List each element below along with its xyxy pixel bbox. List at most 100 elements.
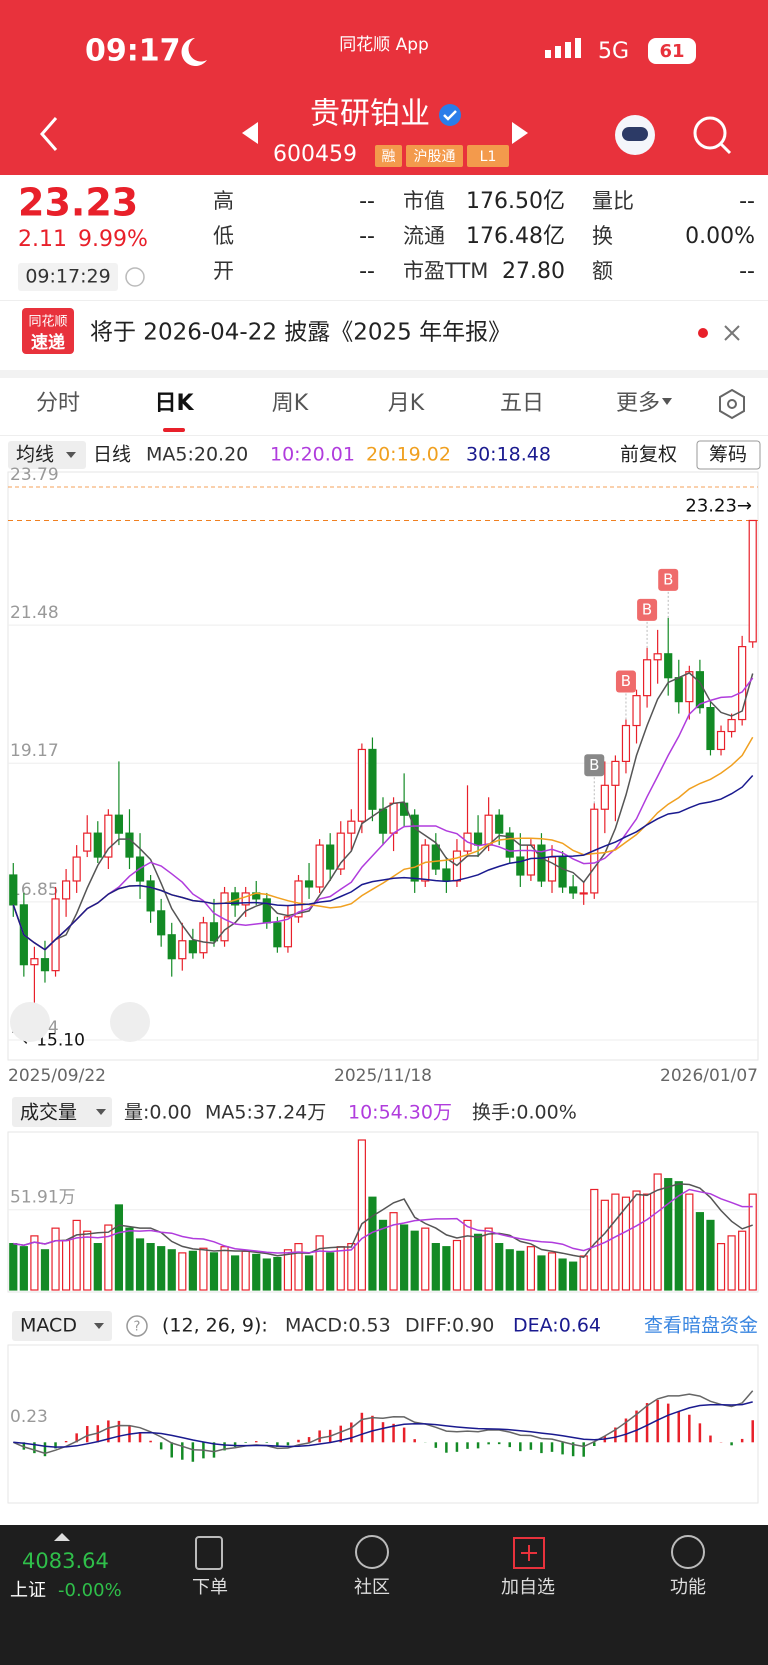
stat-label: 流通 — [403, 224, 445, 248]
candle-body — [125, 832, 134, 858]
candle-body — [431, 844, 440, 870]
volume-bar — [304, 1255, 314, 1291]
ma-line — [12, 774, 754, 951]
candle-body — [40, 958, 50, 972]
candle-body — [685, 671, 694, 703]
volume-bar — [357, 1139, 366, 1291]
signal-box — [584, 754, 605, 777]
tab[interactable]: 日K — [154, 391, 194, 416]
notice-badge-bottom: 速递 — [31, 332, 65, 353]
adjust-label[interactable]: 前复权 — [620, 444, 677, 466]
volume-bar — [579, 1255, 588, 1291]
macd-line — [13, 1401, 753, 1448]
prev-stock[interactable] — [242, 122, 258, 144]
candle-body — [326, 844, 335, 870]
ma-selector[interactable] — [8, 441, 86, 469]
macd-params: (12, 26, 9): — [162, 1315, 268, 1337]
notice-text[interactable]: 将于 2026-04-22 披露《2025 年年报》 — [90, 320, 511, 346]
volume-bar — [199, 1247, 208, 1291]
candle-body — [199, 922, 208, 954]
settings-icon[interactable] — [719, 388, 745, 420]
volume-bar — [642, 1193, 652, 1291]
candle-body — [304, 880, 314, 888]
volume-bar — [104, 1224, 113, 1291]
candle-body — [738, 646, 747, 721]
search-icon[interactable] — [693, 116, 727, 150]
volume-bar — [252, 1253, 261, 1291]
volume-bar — [30, 1235, 39, 1291]
vol-selector[interactable] — [12, 1097, 112, 1127]
time-box — [18, 263, 118, 291]
tab[interactable]: 周K — [272, 391, 309, 416]
quote-time: 09:17:29 — [25, 266, 110, 288]
index-name: 上证 — [10, 1580, 46, 1601]
signal-icon — [545, 38, 581, 58]
ma-line — [12, 672, 754, 951]
dropdown-arrow — [94, 1323, 104, 1329]
ma10-label: 10:20.01 — [270, 444, 355, 466]
tag-box — [406, 145, 463, 167]
help-icon[interactable] — [126, 1315, 148, 1337]
volume-bar — [505, 1249, 514, 1291]
tab[interactable]: 更多 — [616, 391, 660, 416]
stat-label: 市盈TTM — [403, 259, 488, 283]
volume-bar — [135, 1238, 145, 1291]
expand-button[interactable] — [10, 1002, 50, 1042]
candle-body — [526, 844, 535, 876]
stat-value: 0.00% — [685, 224, 755, 249]
volume-bar — [209, 1252, 219, 1291]
volume-bar — [241, 1250, 250, 1291]
candle-body — [695, 671, 705, 709]
candle-body — [178, 940, 187, 960]
volume-bar — [716, 1243, 726, 1291]
kind-label: 日线 — [93, 444, 131, 466]
stat-label: 高 — [213, 189, 234, 213]
candle-body — [748, 519, 757, 643]
back-button[interactable] — [40, 117, 58, 151]
tab[interactable]: 五日 — [500, 391, 544, 416]
fullscreen-button[interactable] — [110, 1002, 150, 1042]
candle-body — [653, 653, 662, 661]
volume-bar — [72, 1219, 81, 1291]
nav-item[interactable]: 加自选 — [501, 1577, 555, 1598]
plus — [521, 1545, 537, 1561]
stat-value: 176.50亿 — [466, 189, 565, 214]
tag: 沪股通 — [414, 149, 456, 165]
info-icon[interactable] — [125, 267, 145, 287]
chips-button[interactable] — [696, 440, 761, 470]
volume-bar — [368, 1196, 377, 1291]
candle-body — [241, 892, 250, 906]
index-arrow — [54, 1533, 70, 1541]
price-panel — [7, 471, 759, 1061]
tab[interactable]: 分时 — [36, 391, 80, 416]
battery — [648, 38, 696, 64]
vol-selector-label: 成交量 — [20, 1102, 77, 1124]
stat-label: 换 — [592, 224, 613, 248]
volume-bar — [231, 1255, 240, 1291]
tab[interactable]: 月K — [388, 391, 425, 416]
darkpool-link[interactable]: 查看暗盘资金 — [644, 1315, 758, 1337]
macd-selector-label: MACD — [20, 1315, 77, 1337]
volume-bar — [326, 1252, 335, 1291]
candle-body — [83, 832, 92, 852]
candle-body — [368, 748, 377, 810]
nav-item[interactable]: 下单 — [192, 1577, 228, 1598]
notice-dot — [698, 328, 708, 338]
volume-bar — [558, 1258, 567, 1291]
candle-body — [547, 856, 557, 882]
macd-selector[interactable] — [12, 1311, 112, 1341]
volume-bar — [61, 1239, 71, 1291]
candle-body — [558, 856, 567, 888]
next-stock[interactable] — [512, 122, 528, 144]
volume-bar — [569, 1261, 578, 1291]
notice-close[interactable] — [724, 325, 740, 341]
nav-item[interactable]: 功能 — [670, 1577, 706, 1598]
index-value[interactable]: 4083.64 — [22, 1549, 109, 1573]
volume-bar — [400, 1224, 409, 1291]
stat-value: 27.80 — [502, 259, 565, 284]
candle-body — [30, 958, 39, 966]
volume-bar — [389, 1212, 398, 1291]
candle-body — [104, 814, 113, 858]
volume-bar — [167, 1249, 176, 1291]
nav-item[interactable]: 社区 — [354, 1577, 390, 1598]
